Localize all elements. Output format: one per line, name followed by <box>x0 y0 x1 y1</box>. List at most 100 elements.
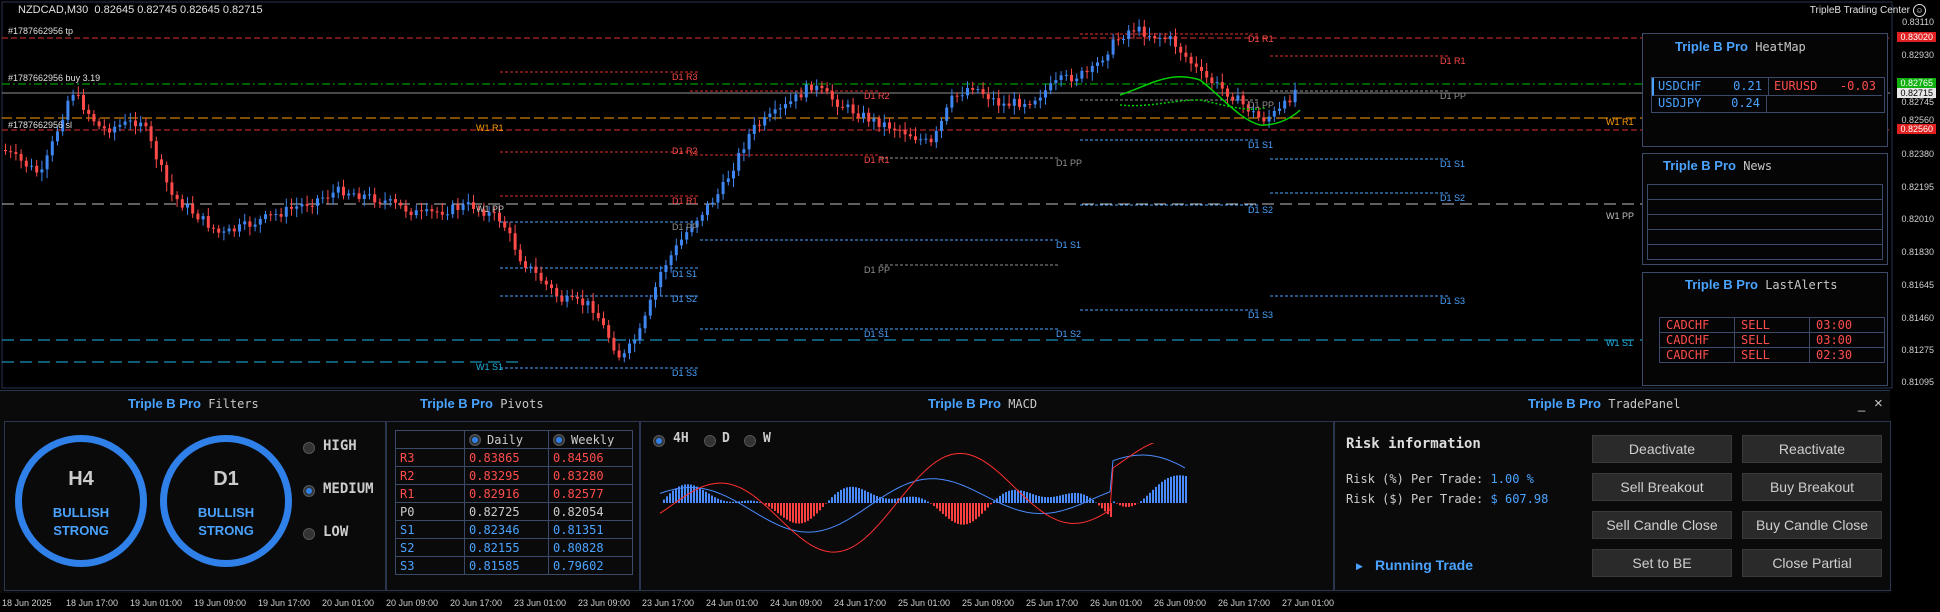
candle-body <box>914 136 917 140</box>
candle-body <box>799 94 803 98</box>
ohlc-label: 0.82645 0.82745 0.82645 0.82715 <box>94 4 263 16</box>
macd-bar <box>900 497 902 503</box>
deactivate-button[interactable]: Deactivate <box>1592 435 1732 463</box>
candle-body <box>550 284 553 289</box>
time-tick: 20 Jun 01:00 <box>322 598 375 608</box>
candle-body <box>1096 62 1099 66</box>
candle-body <box>659 272 663 288</box>
alert-row[interactable]: CADCHF SELL 03:00 <box>1659 317 1885 333</box>
price-tick: 0.82560 <box>1901 115 1934 125</box>
candle-body <box>206 216 210 228</box>
tf-4h-label[interactable]: 4H <box>673 431 689 446</box>
candle-body <box>820 85 824 89</box>
option-medium-label[interactable]: MEDIUM <box>323 481 374 497</box>
candle-body <box>1215 82 1219 84</box>
macd-bar <box>669 493 671 503</box>
buy-breakout-button[interactable]: Buy Breakout <box>1742 473 1882 501</box>
candle-body <box>82 94 85 110</box>
candle-body <box>139 122 143 127</box>
macd-bar <box>1125 503 1127 507</box>
candle-body <box>451 204 455 215</box>
minimize-button[interactable]: _ <box>1858 397 1866 412</box>
option-high-label[interactable]: HIGH <box>323 438 357 454</box>
radio-d[interactable] <box>704 435 716 447</box>
expert-smiley-icon: ☺ <box>1913 4 1926 17</box>
option-low-label[interactable]: LOW <box>323 524 349 540</box>
candle-body <box>1064 74 1068 76</box>
candle-body <box>576 296 579 299</box>
level-label-d1r1: D1 R1 <box>1248 34 1274 44</box>
macd-bar <box>1002 493 1004 503</box>
news-list[interactable] <box>1647 184 1883 260</box>
candle-body <box>1054 80 1058 84</box>
macd-bar <box>843 488 845 503</box>
candle-body <box>737 152 741 171</box>
candle-body <box>633 340 637 344</box>
candle-body <box>1158 37 1162 39</box>
sell-candle-close-button[interactable]: Sell Candle Close <box>1592 511 1732 539</box>
candle-body <box>1085 70 1089 73</box>
macd-bar <box>1011 490 1013 503</box>
level-label-d1s1: D1 S1 <box>1248 140 1274 150</box>
candle-body <box>1236 95 1240 101</box>
macd-bar <box>969 503 971 524</box>
tf-w-label[interactable]: W <box>763 431 771 446</box>
tf-d-label[interactable]: D <box>722 431 730 446</box>
candle-body <box>61 119 65 132</box>
reactivate-button[interactable]: Reactivate <box>1742 435 1882 463</box>
macd-bar <box>975 503 977 520</box>
news-title: Triple B Pro News <box>1663 158 1773 173</box>
sl-line-label[interactable]: #1787662956 sl <box>8 120 73 130</box>
close-partial-button[interactable]: Close Partial <box>1742 549 1882 577</box>
col-daily[interactable]: Daily <box>464 430 549 449</box>
sell-breakout-button[interactable]: Sell Breakout <box>1592 473 1732 501</box>
radio-low[interactable] <box>303 528 315 540</box>
candle-body <box>997 98 1001 106</box>
heatmap-cell[interactable]: EURUSD -0.03 <box>1768 78 1882 96</box>
candle-body <box>279 213 283 217</box>
candle-body <box>872 118 876 122</box>
candle-body <box>1184 52 1188 57</box>
level-label-d1r2: D1 R2 <box>672 146 698 156</box>
candle-body <box>919 139 923 141</box>
candle-body <box>773 109 777 114</box>
candle-body <box>14 152 18 154</box>
expand-arrow-icon[interactable]: ▶ <box>1356 561 1363 571</box>
macd-bar <box>1155 486 1157 503</box>
buy-candle-close-button[interactable]: Buy Candle Close <box>1742 511 1882 539</box>
candle-body <box>1059 75 1063 81</box>
candle-body <box>165 165 169 183</box>
candle-body <box>170 182 174 195</box>
macd-bar <box>1092 500 1094 503</box>
col-weekly[interactable]: Weekly <box>548 430 633 449</box>
price-tick: 0.81830 <box>1901 247 1934 257</box>
macd-bar <box>804 503 806 523</box>
heatmap-cell[interactable]: USDCHF 0.21 <box>1652 78 1769 96</box>
radio-4h[interactable] <box>653 435 665 447</box>
candle-body <box>425 209 429 212</box>
buy-line-label[interactable]: #1787662956 buy 3.19 <box>8 73 101 83</box>
level-label-d1r1: D1 R1 <box>1440 56 1466 66</box>
alert-row[interactable]: CADCHF SELL 03:00 <box>1659 332 1885 348</box>
macd-bar <box>1029 493 1031 503</box>
macd-bar <box>1179 475 1181 503</box>
set-to-be-button[interactable]: Set to BE <box>1592 549 1732 577</box>
level-label-d1pp: D1 PP <box>672 222 699 232</box>
tp-line-label[interactable]: #1787662956 tp <box>8 26 74 36</box>
heatmap-cell[interactable]: USDJPY 0.24 <box>1652 96 1767 112</box>
pivots-section <box>386 421 640 591</box>
radio-w[interactable] <box>744 435 756 447</box>
candle-body <box>851 104 855 114</box>
candle-body <box>888 122 891 129</box>
macd-bar <box>1113 501 1115 503</box>
candle-body <box>1179 46 1183 53</box>
close-button[interactable]: × <box>1874 395 1883 412</box>
radio-medium[interactable] <box>303 485 315 497</box>
time-tick: 24 Jun 09:00 <box>770 598 823 608</box>
alert-row[interactable]: CADCHF SELL 02:30 <box>1659 347 1885 363</box>
radio-high[interactable] <box>303 442 315 454</box>
running-trade-link[interactable]: Running Trade <box>1375 557 1473 573</box>
candle-body <box>66 100 70 120</box>
candle-body <box>154 141 158 160</box>
